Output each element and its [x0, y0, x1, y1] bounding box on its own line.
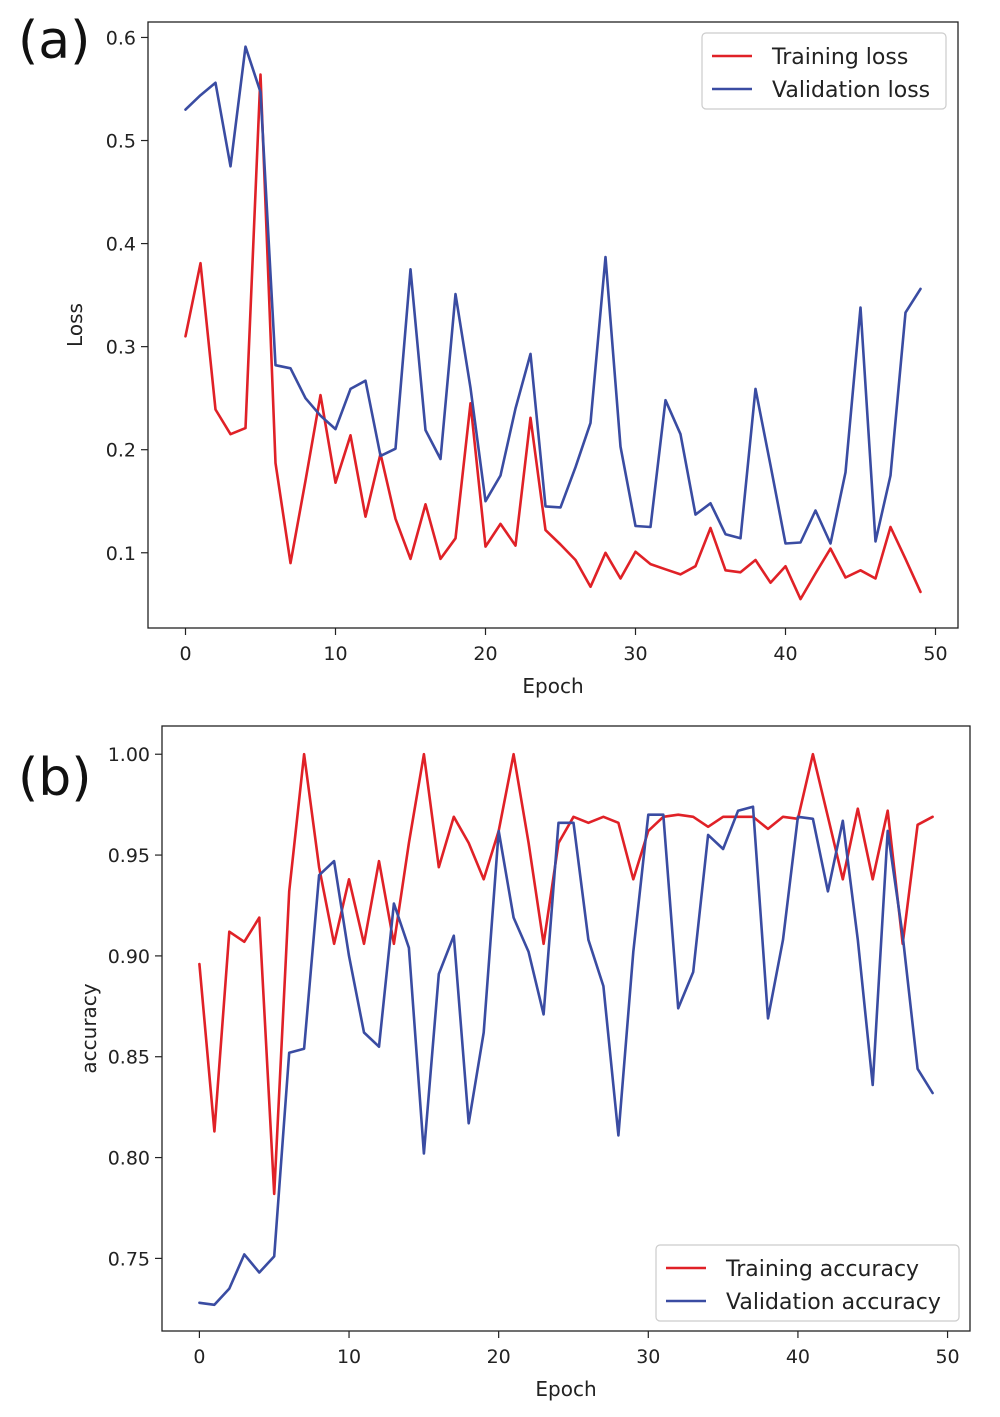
- legend: Training loss Validation loss: [701, 32, 947, 110]
- y-tick-label: 0.5: [106, 131, 136, 153]
- series-line-validation-loss: [184, 45, 922, 545]
- x-tick-label: 40: [773, 643, 797, 665]
- legend-box: [701, 32, 947, 110]
- x-tick-label: 10: [323, 643, 347, 665]
- series-line-validation-accuracy: [198, 805, 934, 1307]
- panel-label: (b): [18, 748, 92, 808]
- legend: Training accuracy Validation accuracy: [655, 1244, 960, 1322]
- x-axis-label: Epoch: [535, 1377, 596, 1401]
- x-tick-label: 50: [935, 1346, 959, 1368]
- x-tick-label: 20: [473, 643, 497, 665]
- y-tick-label: 0.2: [106, 440, 136, 462]
- y-tick-label: 1.00: [108, 744, 150, 766]
- chart-panel-a: 0 10 20 30 40 50 0.1 0.2 0.3 0.4 0.5 0.6 Epoch Loss Tr…: [18, 11, 959, 698]
- plot-frame: [147, 21, 959, 629]
- plot-frame: [161, 725, 971, 1332]
- legend-entry: Validation loss: [772, 78, 930, 103]
- x-tick-label: 30: [623, 643, 647, 665]
- panel-label: (a): [18, 11, 90, 71]
- y-axis-label: Loss: [63, 303, 87, 347]
- y-tick-label: 0.85: [108, 1047, 150, 1069]
- y-tick-label: 0.4: [106, 234, 136, 256]
- x-tick-label: 20: [487, 1346, 511, 1368]
- x-tick-label: 50: [923, 643, 947, 665]
- chart-panel-b: 0 10 20 30 40 50 0.75 0.80 0.85 0.90 0.95 1.00 Epoch…: [18, 725, 971, 1401]
- series-line-training-loss: [184, 73, 922, 601]
- y-tick-label: 0.95: [108, 845, 150, 867]
- series-line-training-accuracy: [198, 752, 934, 1196]
- legend-entry: Training loss: [771, 45, 908, 70]
- y-tick-label: 0.1: [106, 543, 136, 565]
- y-tick-label: 0.90: [108, 946, 150, 968]
- legend-entry: Training accuracy: [725, 1257, 919, 1282]
- x-tick-label: 40: [786, 1346, 810, 1368]
- x-axis-label: Epoch: [522, 674, 583, 698]
- x-tick-label: 30: [636, 1346, 660, 1368]
- y-tick-label: 0.6: [106, 27, 136, 49]
- y-axis-label: accuracy: [77, 983, 101, 1073]
- x-tick-label: 10: [337, 1346, 361, 1368]
- legend-box: [655, 1244, 960, 1322]
- x-tick-label: 0: [193, 1346, 205, 1368]
- y-tick-label: 0.3: [106, 337, 136, 359]
- y-tick-label: 0.80: [108, 1148, 150, 1170]
- legend-entry: Validation accuracy: [726, 1290, 941, 1315]
- y-tick-label: 0.75: [108, 1248, 150, 1270]
- x-tick-label: 0: [179, 643, 191, 665]
